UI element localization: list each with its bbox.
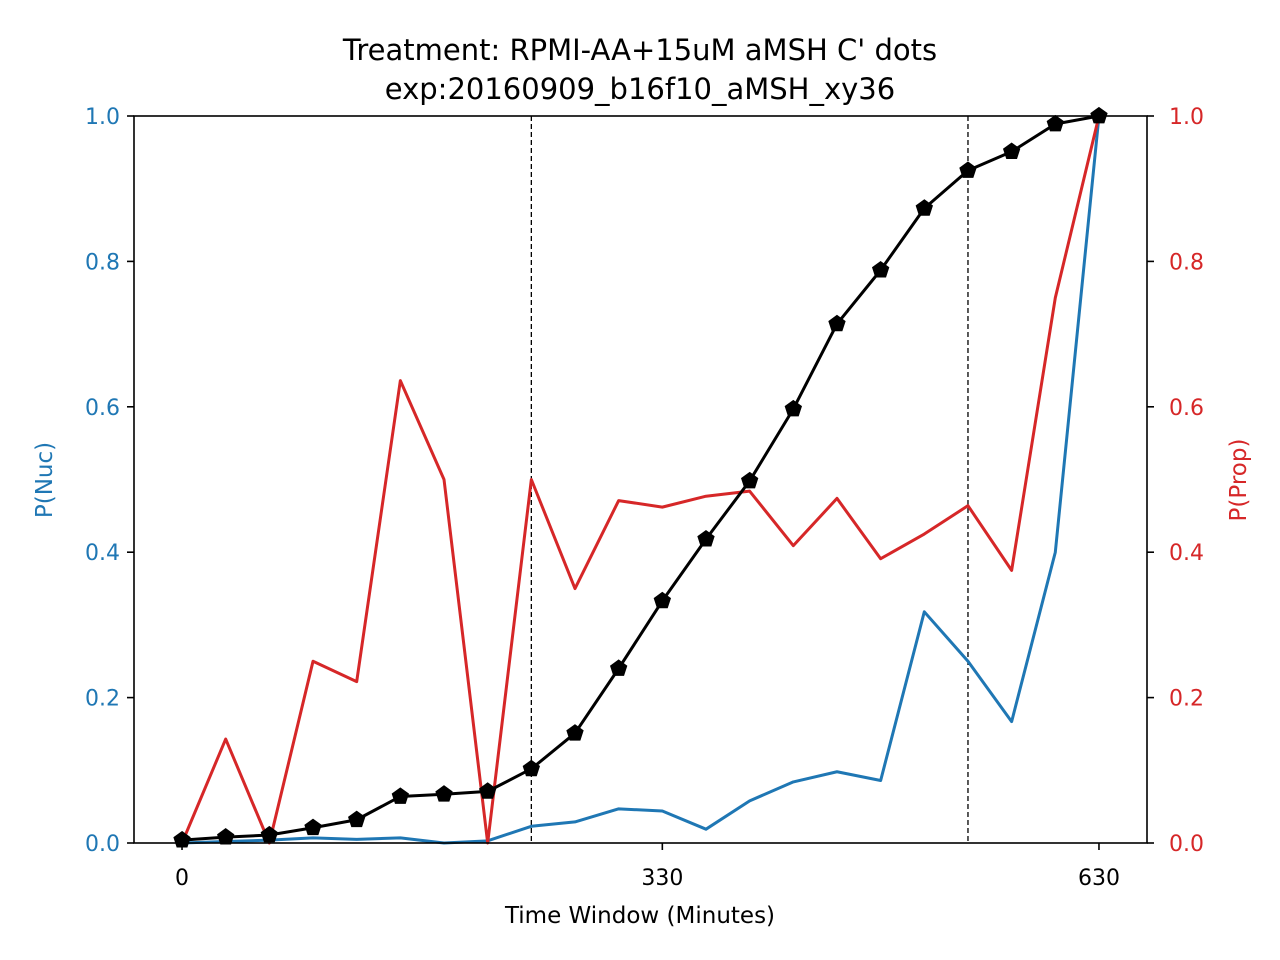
x-tick-label: 330 bbox=[641, 866, 683, 891]
cumulative-point bbox=[1002, 142, 1021, 159]
series-nuc-line bbox=[181, 115, 1101, 845]
cumulative-point bbox=[391, 787, 410, 804]
y-axis-right: 0.0 0.2 0.4 0.6 0.8 1.0 bbox=[1147, 105, 1204, 857]
y-axis-label-right: P(Prop) bbox=[1226, 439, 1252, 522]
cumulative-point bbox=[653, 591, 672, 609]
x-tick-label: 630 bbox=[1078, 866, 1120, 891]
cumulative-point bbox=[1090, 106, 1108, 124]
cumulative-point bbox=[609, 659, 628, 676]
cumulative-point bbox=[784, 399, 802, 417]
y-left-tick-label: 0.0 bbox=[85, 832, 120, 857]
y-right-tick-label: 0.0 bbox=[1169, 832, 1204, 857]
chart-title: Treatment: RPMI-AA+15uM aMSH C' dots bbox=[342, 33, 937, 67]
cumulative-point bbox=[435, 785, 453, 802]
y-left-tick-label: 0.8 bbox=[85, 250, 120, 275]
cumulative-point bbox=[1046, 114, 1064, 132]
plot-frame bbox=[133, 115, 1148, 844]
cumulative-point bbox=[566, 724, 584, 741]
cumulative-point bbox=[522, 759, 541, 777]
x-axis-label: Time Window (Minutes) bbox=[504, 903, 775, 929]
y-right-tick-label: 0.2 bbox=[1169, 687, 1204, 712]
cumulative-point bbox=[479, 782, 497, 799]
x-axis: 0 330 630 bbox=[175, 843, 1120, 891]
y-left-tick-label: 0.4 bbox=[85, 541, 120, 566]
y-left-tick-label: 0.6 bbox=[85, 396, 120, 421]
y-axis-label-left: P(Nuc) bbox=[32, 442, 58, 518]
cumulative-point bbox=[871, 261, 890, 278]
series-prop-line bbox=[180, 115, 1101, 845]
y-right-tick-label: 0.8 bbox=[1169, 250, 1204, 275]
x-tick-label: 0 bbox=[175, 866, 189, 891]
chart-subtitle: exp:20160909_b16f10_aMSH_xy36 bbox=[385, 72, 895, 106]
cumulative-point bbox=[217, 828, 235, 845]
cumulative-point bbox=[740, 471, 759, 489]
cumulative-point bbox=[260, 825, 279, 843]
series-cumulative-line bbox=[181, 114, 1100, 842]
y-left-tick-label: 1.0 bbox=[85, 105, 120, 130]
y-axis-left: 0.0 0.2 0.4 0.6 0.8 1.0 bbox=[85, 105, 134, 857]
y-right-tick-label: 0.4 bbox=[1169, 541, 1204, 566]
y-right-tick-label: 1.0 bbox=[1169, 105, 1204, 130]
cumulative-point bbox=[348, 810, 366, 828]
cumulative-point bbox=[304, 818, 322, 836]
cumulative-point bbox=[915, 199, 933, 216]
cumulative-point bbox=[697, 529, 715, 547]
series-layer bbox=[173, 106, 1108, 848]
y-right-tick-label: 0.6 bbox=[1169, 396, 1204, 421]
y-left-tick-label: 0.2 bbox=[85, 687, 120, 712]
cumulative-point bbox=[959, 161, 977, 178]
cumulative-point bbox=[828, 314, 846, 332]
